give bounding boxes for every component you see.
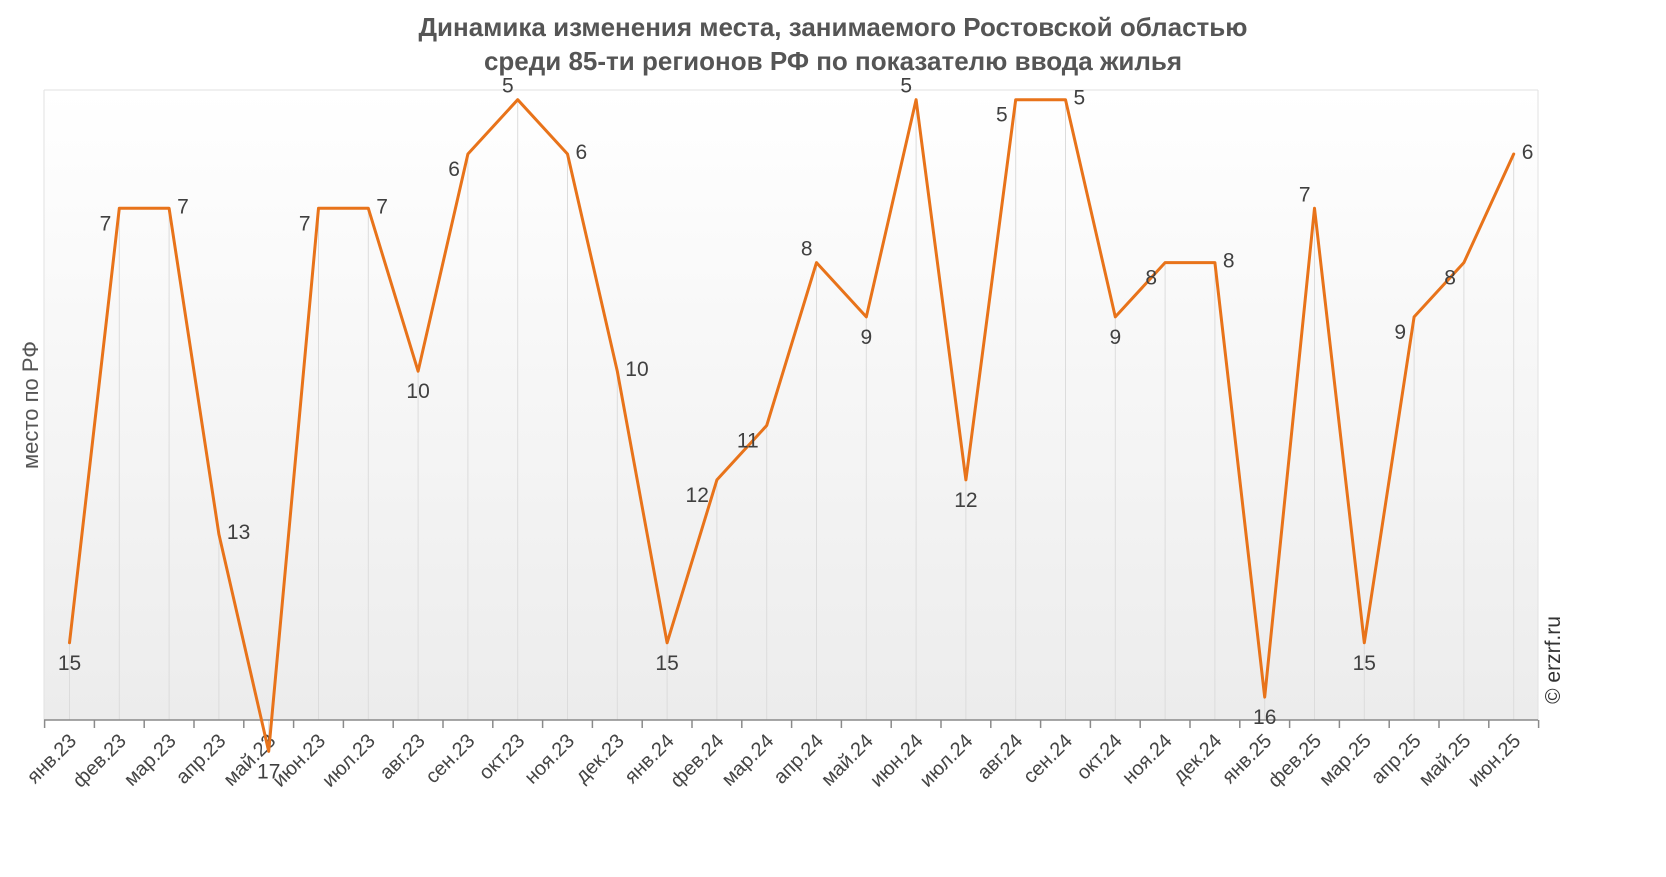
- chart-subtitle: среди 85-ти регионов РФ по показателю вв…: [483, 46, 1183, 76]
- data-label: 9: [1109, 326, 1121, 349]
- data-label: 10: [625, 358, 648, 381]
- chart-title: Динамика изменения места, занимаемого Ро…: [418, 12, 1248, 42]
- x-tick-label: июл.24: [916, 730, 978, 792]
- data-label: 5: [502, 75, 514, 98]
- y-axis-title: место по РФ: [18, 341, 43, 469]
- data-label: 7: [299, 212, 311, 235]
- x-tick-label: июн.25: [1464, 730, 1526, 792]
- data-label: 15: [58, 652, 81, 675]
- data-label: 5: [996, 104, 1008, 127]
- x-tick-label: мар.25: [1315, 730, 1376, 791]
- x-tick-label: авг.23: [376, 730, 430, 784]
- x-tick-label: ноя.23: [520, 730, 579, 789]
- data-label: 15: [655, 652, 678, 675]
- data-label: 7: [376, 195, 388, 218]
- x-tick-label: сен.23: [421, 730, 479, 788]
- data-label: 9: [860, 326, 872, 349]
- x-tick-label: фев.23: [69, 730, 131, 792]
- data-label: 7: [100, 212, 112, 235]
- data-label: 11: [737, 430, 759, 453]
- x-tick-label: апр.25: [1367, 730, 1426, 789]
- data-label: 12: [954, 489, 977, 512]
- x-tick-label: апр.24: [769, 730, 828, 789]
- data-label: 9: [1394, 321, 1406, 344]
- x-axis-ticks: [43, 720, 1540, 728]
- data-label: 8: [1145, 267, 1157, 290]
- data-label: 17: [257, 760, 280, 783]
- data-label: 5: [1074, 87, 1086, 110]
- watermark: © erzrf.ru: [1542, 616, 1565, 704]
- x-tick-label: май.24: [817, 730, 878, 791]
- x-tick-label: фев.24: [666, 730, 728, 792]
- data-label: 7: [177, 195, 189, 218]
- data-label: 8: [1223, 250, 1235, 273]
- x-tick-label: апр.23: [172, 730, 231, 789]
- data-label: 6: [1522, 141, 1534, 164]
- plot-area: [44, 90, 1538, 720]
- series-line: [68, 98, 1516, 753]
- x-tick-label: окт.24: [1072, 730, 1126, 784]
- x-tick-label: дек.23: [571, 730, 629, 788]
- x-tick-label: июн.24: [866, 730, 928, 792]
- data-label: 8: [1444, 267, 1456, 290]
- data-label: 8: [801, 238, 813, 261]
- data-label: 13: [227, 521, 250, 544]
- data-label: 6: [448, 158, 460, 181]
- data-label: 16: [1253, 706, 1276, 729]
- data-label: 5: [900, 75, 912, 98]
- x-tick-label: окт.23: [475, 730, 529, 784]
- x-tick-label: авг.24: [973, 730, 1027, 784]
- data-label: 10: [406, 380, 429, 403]
- grid-lines: [69, 99, 1515, 752]
- x-tick-label: май.25: [1415, 730, 1476, 791]
- data-label: 12: [686, 484, 709, 507]
- x-tick-label: мар.24: [718, 730, 779, 791]
- x-tick-label: июл.23: [318, 730, 380, 792]
- x-tick-label: фев.25: [1264, 730, 1326, 792]
- x-tick-label: ноя.24: [1118, 730, 1177, 789]
- data-labels: 15 7 7 13 17 7 7 10 6 5 6 10 15 12 11 8 9 5 12 5 5 9 8 8 16 7 15 9 8…: [58, 75, 1534, 784]
- x-tick-label: сен.24: [1019, 730, 1077, 788]
- data-label: 15: [1353, 652, 1376, 675]
- x-tick-label: мар.23: [120, 730, 181, 791]
- x-axis-tick-labels: янв.23фев.23мар.23апр.23май.23июн.23июл.…: [23, 730, 1525, 792]
- x-tick-label: дек.24: [1169, 730, 1227, 788]
- data-label: 6: [576, 141, 588, 164]
- data-label: 7: [1299, 183, 1311, 206]
